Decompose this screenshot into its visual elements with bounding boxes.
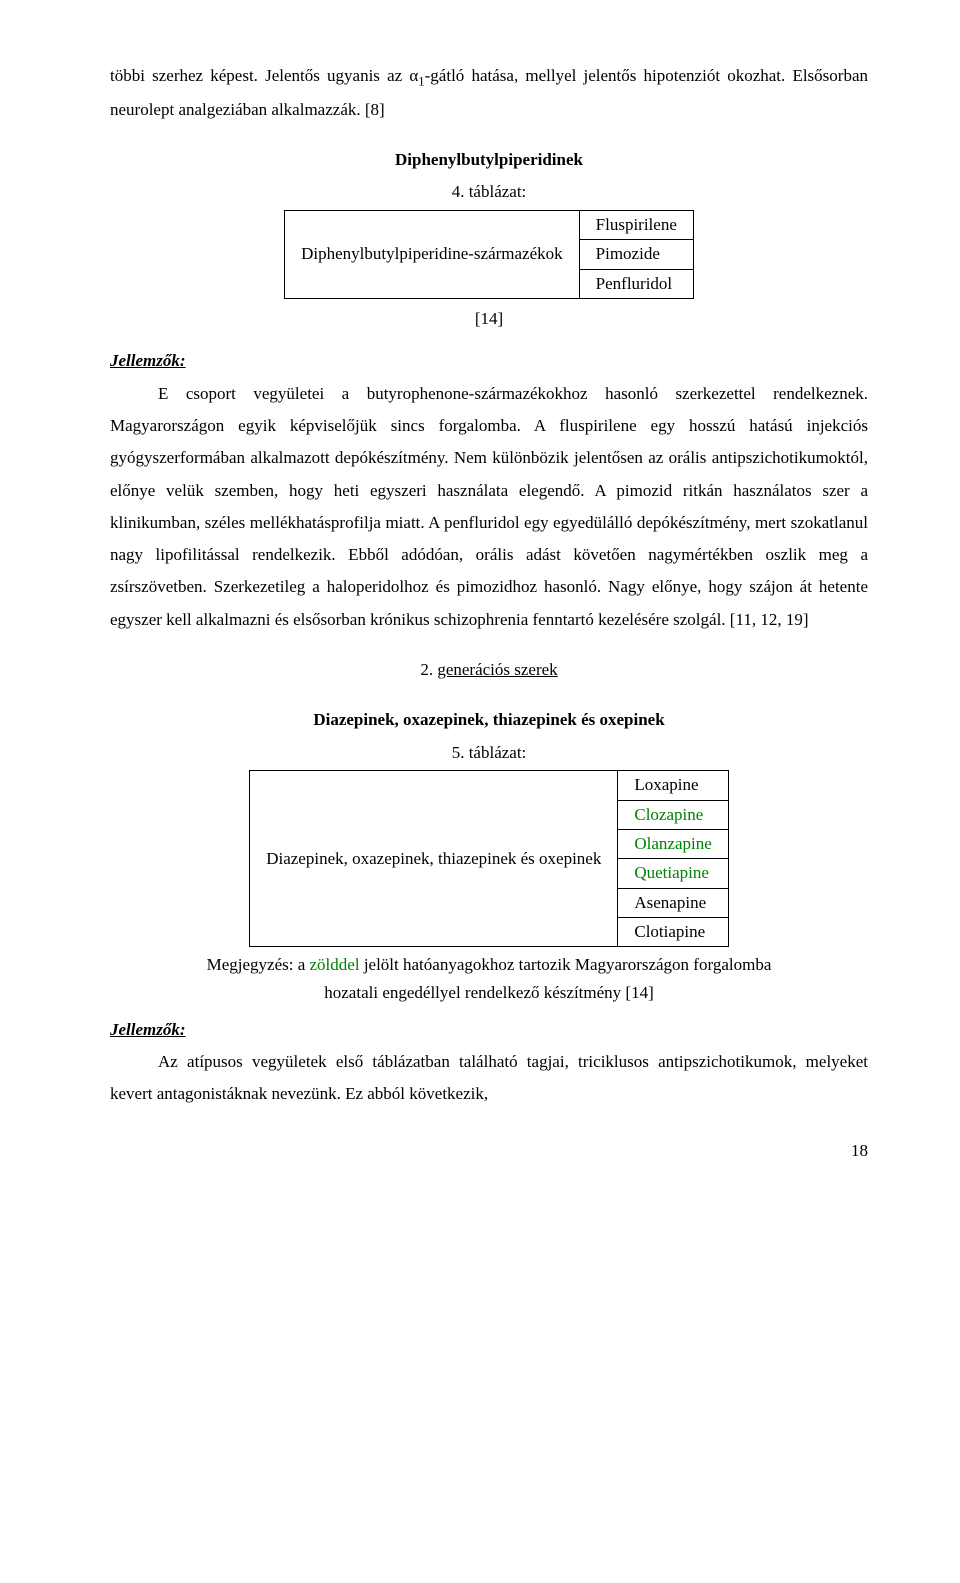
section-heading-1: Diphenylbutylpiperidinek xyxy=(110,144,868,176)
subheading-1-text: Jellemzők: xyxy=(110,351,186,370)
table2-note-line2: hozatali engedéllyel rendelkező készítmé… xyxy=(110,979,868,1006)
intro-paragraph: többi szerhez képest. Jelentős ugyanis a… xyxy=(110,60,868,126)
table1-cell: Penfluridol xyxy=(579,269,693,298)
table-2: Diazepinek, oxazepinek, thiazepinek és o… xyxy=(249,770,729,947)
subheading-2: Jellemzők: xyxy=(110,1014,868,1046)
citation-1: [14] xyxy=(110,303,868,335)
body-paragraph-2: Az atípusos vegyületek első táblázatban … xyxy=(110,1046,868,1111)
note-green: zölddel xyxy=(310,955,360,974)
generation-num: 2. xyxy=(420,660,437,679)
page-number: 18 xyxy=(110,1135,868,1167)
body-paragraph-1: E csoport vegyületei a butyrophenone-szá… xyxy=(110,378,868,636)
table2-note-line1: Megjegyzés: a zölddel jelölt hatóanyagok… xyxy=(110,951,868,978)
table2-cell-green: Quetiapine xyxy=(618,859,728,888)
table1-left-cell: Diphenylbutylpiperidine-származékok xyxy=(285,211,580,299)
intro-text-a: többi szerhez képest. Jelentős ugyanis a… xyxy=(110,66,418,85)
table2-caption: 5. táblázat: xyxy=(110,741,868,765)
table-1: Diphenylbutylpiperidine-származékok Flus… xyxy=(284,210,694,299)
table2-cell-green: Olanzapine xyxy=(618,830,728,859)
table2-cell: Clotiapine xyxy=(618,918,728,947)
note-b: jelölt hatóanyagokhoz tartozik Magyarors… xyxy=(360,955,772,974)
note-a: Megjegyzés: a xyxy=(207,955,310,974)
table-row: Diphenylbutylpiperidine-származékok Flus… xyxy=(285,211,694,240)
section-heading-2: Diazepinek, oxazepinek, thiazepinek és o… xyxy=(110,704,868,736)
table2-cell-green: Clozapine xyxy=(618,800,728,829)
table1-caption: 4. táblázat: xyxy=(110,180,868,204)
table1-cell: Pimozide xyxy=(579,240,693,269)
table2-cell: Asenapine xyxy=(618,888,728,917)
subheading-2-text: Jellemzők: xyxy=(110,1020,186,1039)
generation-heading: 2. generációs szerek xyxy=(110,654,868,686)
table2-left-cell: Diazepinek, oxazepinek, thiazepinek és o… xyxy=(250,771,618,947)
generation-text: generációs szerek xyxy=(437,660,557,679)
table-row: Diazepinek, oxazepinek, thiazepinek és o… xyxy=(250,771,729,800)
subheading-1: Jellemzők: xyxy=(110,345,868,377)
table1-cell: Fluspirilene xyxy=(579,211,693,240)
table2-cell: Loxapine xyxy=(618,771,728,800)
